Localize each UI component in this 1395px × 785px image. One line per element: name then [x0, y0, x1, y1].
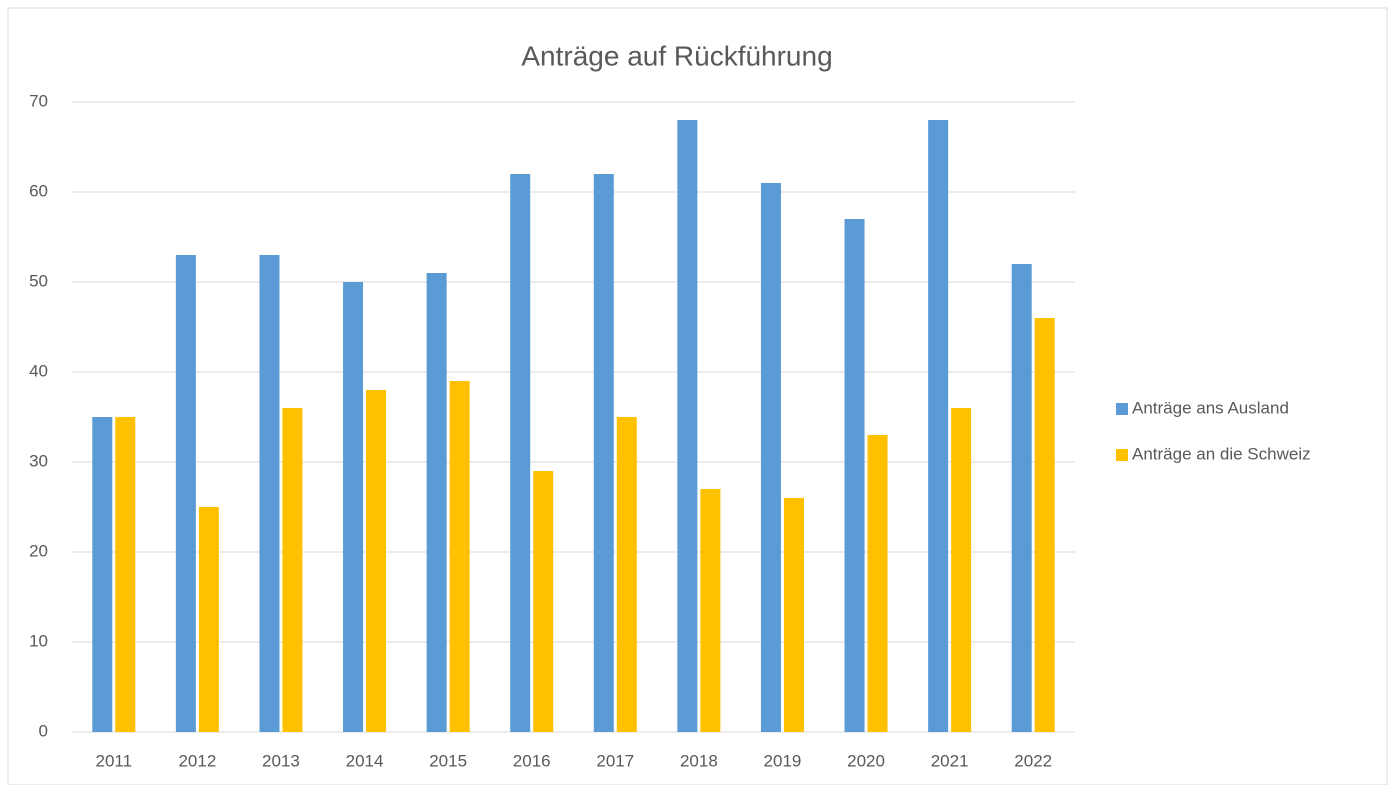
- y-tick-label: 10: [29, 631, 48, 650]
- x-tick-label: 2020: [847, 751, 885, 770]
- bar: [783, 498, 804, 732]
- x-tick-label: 2018: [680, 751, 718, 770]
- x-tick-label: 2021: [931, 751, 969, 770]
- bar: [366, 390, 387, 732]
- x-tick-label: 2022: [1014, 751, 1052, 770]
- x-tick-label: 2013: [262, 751, 300, 770]
- bar: [343, 282, 364, 732]
- x-tick-label: 2014: [346, 751, 384, 770]
- y-tick-label: 20: [29, 541, 48, 560]
- bar: [760, 183, 781, 732]
- chart-frame: [7, 7, 1388, 785]
- bar: [616, 417, 637, 732]
- y-tick-label: 60: [29, 181, 48, 200]
- bar: [510, 174, 531, 732]
- legend-label: Anträge ans Ausland: [1132, 398, 1289, 417]
- bar: [844, 219, 865, 732]
- bar: [867, 435, 888, 732]
- legend-swatch: [1116, 403, 1128, 415]
- bar: [1011, 264, 1032, 732]
- bar: [449, 381, 470, 732]
- y-tick-label: 50: [29, 271, 48, 290]
- x-tick-label: 2012: [178, 751, 216, 770]
- y-tick-label: 0: [39, 721, 48, 740]
- chart-title: Anträge auf Rückführung: [521, 40, 832, 71]
- bar: [928, 120, 949, 732]
- bar: [259, 255, 280, 732]
- x-tick-label: 2017: [596, 751, 634, 770]
- bar: [115, 417, 136, 732]
- x-tick-label: 2015: [429, 751, 467, 770]
- legend-swatch: [1116, 449, 1128, 461]
- x-tick-label: 2011: [96, 751, 133, 770]
- bar: [198, 507, 219, 732]
- legend-label: Anträge an die Schweiz: [1132, 444, 1311, 463]
- bar: [677, 120, 698, 732]
- bar: [92, 417, 113, 732]
- x-tick-label: 2016: [513, 751, 551, 770]
- bar: [1034, 318, 1055, 732]
- y-tick-label: 70: [29, 91, 48, 110]
- y-tick-label: 30: [29, 451, 48, 470]
- bar: [282, 408, 303, 732]
- bar: [175, 255, 196, 732]
- x-tick-label: 2019: [764, 751, 802, 770]
- bar: [593, 174, 614, 732]
- bar: [951, 408, 972, 732]
- bar: [700, 489, 721, 732]
- bar: [533, 471, 554, 732]
- y-tick-label: 40: [29, 361, 48, 380]
- bar: [426, 273, 447, 732]
